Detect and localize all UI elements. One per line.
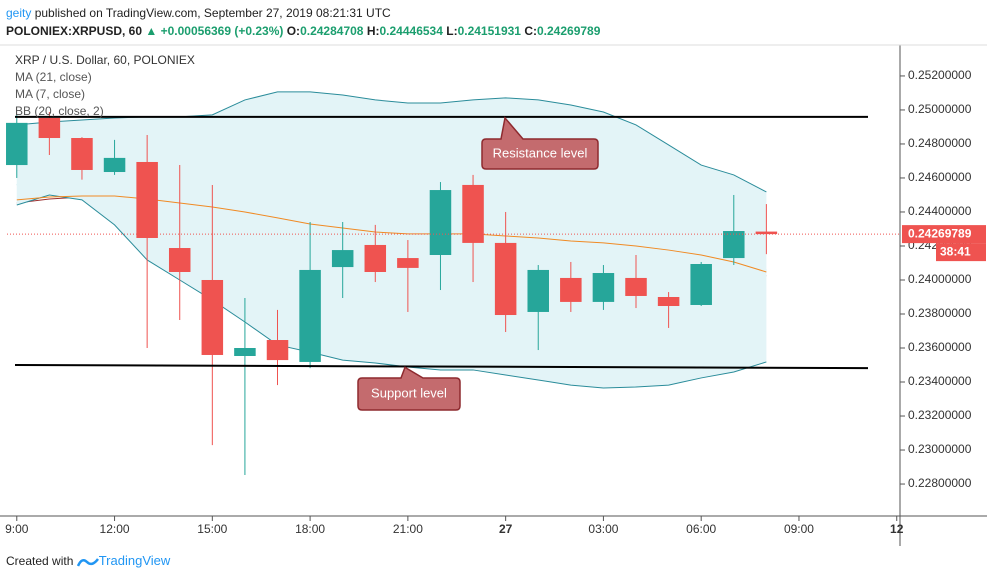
x-tick-label: 9:00: [5, 522, 29, 536]
candle-body: [266, 340, 289, 361]
author-link[interactable]: geity: [6, 6, 32, 20]
header: geity published on TradingView.com, Sept…: [6, 4, 600, 40]
candle-body: [462, 184, 484, 243]
change: +0.00056369 (+0.23%): [160, 24, 284, 38]
last-price-box: [902, 225, 986, 244]
candle-body: [494, 242, 517, 316]
legend-entry: MA (7, close): [15, 87, 85, 101]
logo: [76, 558, 99, 567]
publish-line: geity published on TradingView.com, Sept…: [6, 4, 600, 22]
y-tick-label: 0.24400000: [908, 204, 972, 218]
legend-entry: BB (20, close, 2): [15, 104, 104, 118]
x-tick-label: 03:00: [588, 522, 618, 536]
x-tick-label: 12: [890, 522, 904, 536]
symbol: POLONIEX:XRPUSD, 60: [6, 24, 143, 38]
candle-body: [723, 231, 745, 259]
last-price-label: 0.24269789: [908, 226, 972, 240]
candle-body: [625, 277, 647, 296]
candle-body: [560, 277, 582, 302]
x-tick-label: 21:00: [393, 522, 423, 536]
y-tick-label: 0.25000000: [908, 102, 972, 116]
candle-body: [397, 258, 419, 268]
brand[interactable]: TradingView: [98, 553, 171, 568]
candle-body: [6, 122, 28, 166]
candle-body: [38, 117, 61, 139]
ohlc-label: O:: [286, 24, 301, 38]
candle-body: [755, 231, 778, 235]
candle-body: [136, 161, 158, 238]
footer: Created with TradingView: [6, 553, 170, 568]
candle-body: [299, 269, 321, 362]
x-tick-label: 12:00: [100, 522, 130, 536]
created-with: Created with: [6, 554, 74, 568]
level-line: [14, 364, 869, 370]
callout-box: [357, 366, 461, 411]
candle-body: [690, 264, 712, 305]
y-tick-label: 0.23800000: [908, 306, 972, 320]
y-tick-label: 0.23000000: [908, 442, 972, 456]
callout-box: [481, 116, 599, 170]
publish-info: published on TradingView.com, September …: [31, 6, 391, 20]
ohlc-value: 0.24284708: [300, 24, 364, 38]
ohlc-value: 0.24151931: [457, 24, 521, 38]
candle-body: [429, 190, 452, 255]
callout-label: Resistance level: [493, 145, 588, 160]
y-tick-label: 0.24600000: [908, 170, 972, 184]
countdown-box: [936, 243, 986, 262]
candle-body: [592, 273, 615, 302]
countdown-label: 38:41: [940, 244, 971, 258]
candle-body: [103, 157, 126, 173]
x-tick-label: 15:00: [197, 522, 227, 536]
candle-body: [71, 138, 93, 170]
callout-label: Support level: [371, 385, 447, 400]
x-tick-label: 06:00: [686, 522, 716, 536]
ohlc-value: 0.24269789: [536, 24, 601, 38]
legend-entry: MA (21, close): [15, 70, 92, 84]
ohlc-label: C:: [524, 24, 537, 38]
y-tick-label: 0.25200000: [908, 68, 972, 82]
candle-body: [168, 248, 191, 272]
candle-body: [527, 269, 549, 312]
x-tick-label: 18:00: [295, 522, 325, 536]
x-tick-label: 09:00: [784, 522, 814, 536]
candle-body: [331, 250, 354, 268]
y-tick-label: 0.23600000: [908, 340, 972, 354]
candle-body: [657, 296, 680, 307]
bb-lower: [16, 194, 767, 389]
ohlc-label: H:: [366, 24, 380, 38]
ohlc-label: L:: [446, 24, 458, 38]
legend-title: XRP / U.S. Dollar, 60, POLONIEX: [15, 53, 195, 67]
y-tick-label: 0.24800000: [908, 136, 972, 150]
ohlc: O:0.24284708 H:0.24446534 L:0.24151931 C…: [287, 24, 601, 38]
y-tick-label: 0.22800000: [908, 476, 972, 490]
ohlc-value: 0.24446534: [379, 24, 443, 38]
y-tick-label: 0.23400000: [908, 374, 972, 388]
up-arrow: ▲: [145, 24, 158, 38]
candle-body: [364, 244, 387, 272]
candle-body: [201, 279, 224, 355]
candle-body: [234, 348, 256, 356]
y-tick-label: 0.24000000: [908, 272, 972, 286]
quote-line: POLONIEX:XRPUSD, 60 ▲ +0.00056369 (+0.23…: [6, 22, 600, 40]
x-tick-label: 27: [499, 522, 513, 536]
y-tick-label: 0.23200000: [908, 408, 972, 422]
